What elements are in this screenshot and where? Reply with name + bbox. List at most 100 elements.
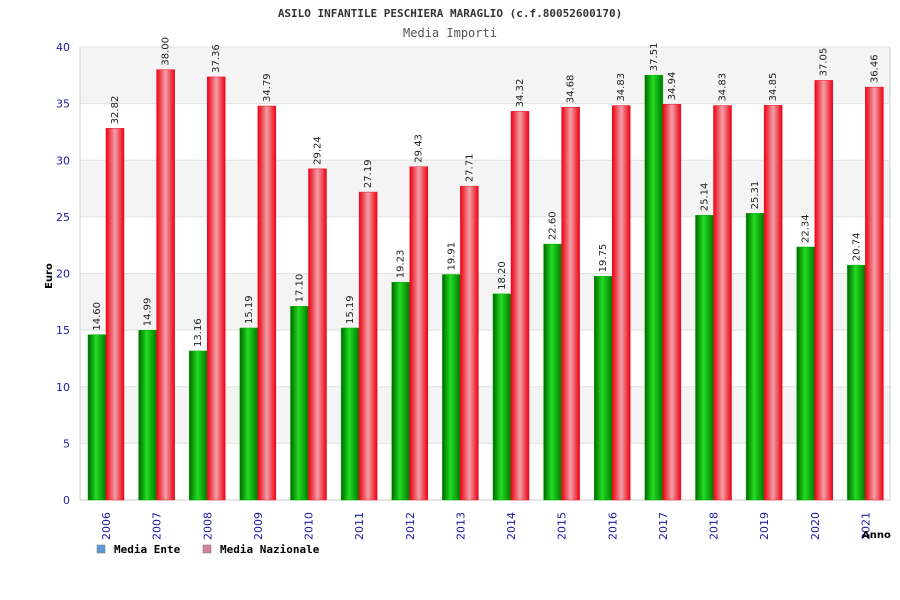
bar-media-ente [290,306,309,501]
bar-media-ente [391,281,410,501]
x-tick-label: 2016 [606,512,619,540]
x-tick-label: 2006 [100,512,113,540]
x-tick-label: 2014 [505,512,518,540]
bar-media-nazionale [105,128,125,501]
data-label: 25.14 [700,183,711,212]
data-label: 36.46 [869,54,880,83]
data-label: 14.60 [92,302,103,331]
bar-media-ente [644,74,664,501]
chart-subtitle: Media Importi [403,26,497,40]
data-label: 19.23 [396,250,407,279]
y-tick-label: 5 [63,437,70,450]
bar-media-ente [695,215,714,501]
data-label: 37.51 [649,43,660,72]
data-label: 27.71 [464,154,475,183]
data-label: 34.83 [616,73,627,102]
data-label: 29.24 [313,136,324,165]
bar-media-ente [340,327,360,501]
bar-media-ente [492,293,512,501]
x-tick-label: 2015 [556,512,569,540]
y-axis-ticks: 0 5 10 15 20 25 30 35 40 [56,41,70,507]
data-label: 37.36 [211,44,222,73]
bar-media-ente [239,327,259,501]
bar-media-ente [87,334,107,501]
y-tick-label: 40 [56,41,70,54]
x-tick-label: 2017 [657,512,670,540]
bar-media-nazionale [814,80,833,501]
x-axis-label: Anno [862,530,891,541]
data-label: 17.10 [295,274,306,303]
data-label: 29.43 [414,134,425,163]
data-label: 18.20 [497,261,508,290]
y-tick-label: 25 [56,211,70,224]
bar-media-nazionale [713,105,732,501]
data-label: 15.19 [345,295,356,324]
data-label: 19.75 [598,244,609,273]
bar-media-nazionale [207,76,226,501]
data-label: 22.60 [548,211,559,240]
bar-media-nazionale [358,191,378,501]
data-label: 34.94 [667,72,678,101]
data-label: 38.00 [161,37,172,66]
x-tick-label: 2009 [252,512,265,540]
y-axis-label: Euro [44,263,55,289]
x-tick-label: 2013 [454,512,467,540]
chart-title: ASILO INFANTILE PESCHIERA MARAGLIO (c.f.… [278,7,622,20]
y-tick-label: 10 [56,381,70,394]
data-label: 20.74 [851,232,862,261]
data-label: 19.91 [446,242,457,271]
data-label: 34.83 [718,73,729,102]
bar-media-ente [543,243,562,501]
y-tick-label: 20 [56,268,70,281]
bar-media-nazionale [561,106,580,501]
bar-media-ente [138,329,157,501]
bar-media-ente [796,246,815,501]
bar-media-nazionale [865,86,884,501]
bar-media-nazionale [409,166,428,501]
bar-media-nazionale [156,69,175,501]
data-label: 13.16 [193,318,204,347]
x-tick-label: 2012 [404,512,417,540]
bar-media-nazionale [763,105,783,501]
data-label: 34.85 [768,73,779,102]
data-label: 25.31 [750,181,761,210]
legend-label: Media Ente [114,543,181,556]
x-tick-label: 2010 [303,512,316,540]
bar-media-nazionale [612,105,631,501]
y-tick-label: 35 [56,98,70,111]
bar-media-nazionale [662,104,682,501]
bar-media-ente [594,276,613,501]
x-tick-label: 2018 [708,512,721,540]
bar-media-nazionale [257,105,277,501]
legend: Media Ente Media Nazionale [96,543,320,556]
x-tick-label: 2020 [809,512,822,540]
x-axis-ticks: 2006 2007 2008 2009 2010 2011 2012 2013 2014 2015… [100,512,872,540]
bar-media-ente [189,350,208,501]
x-tick-label: 2011 [353,512,366,540]
bars [87,69,884,501]
data-label: 14.99 [143,298,154,327]
bar-media-nazionale [308,168,327,501]
data-label: 37.05 [819,48,830,77]
data-label: 22.34 [801,214,812,243]
legend-swatch [96,544,106,554]
y-tick-label: 15 [56,324,70,337]
y-tick-label: 30 [56,154,70,167]
data-label: 32.82 [110,96,121,125]
x-tick-label: 2008 [201,512,214,540]
data-label: 15.19 [244,295,255,324]
data-label: 34.68 [566,75,577,104]
legend-swatch [202,544,212,554]
bar-media-nazionale [460,185,479,501]
x-tick-label: 2019 [758,512,771,540]
bar-media-nazionale [510,111,530,501]
y-tick-label: 0 [63,494,70,507]
data-label: 27.19 [363,159,374,188]
bar-media-ente [847,264,866,501]
bar-media-ente [442,274,461,501]
legend-label: Media Nazionale [220,543,320,556]
data-label: 34.79 [262,73,273,102]
bar-media-ente [745,213,765,501]
